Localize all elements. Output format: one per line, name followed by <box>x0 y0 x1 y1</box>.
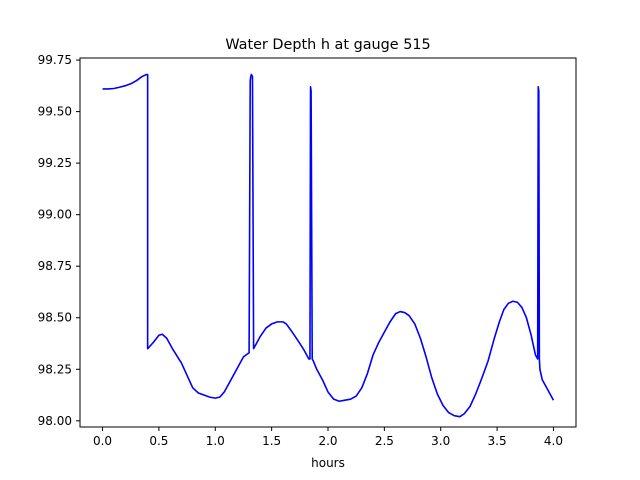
y-tick-label: 98.25 <box>38 362 72 376</box>
x-tick-label: 1.5 <box>262 434 281 448</box>
y-tick-label: 99.50 <box>38 105 72 119</box>
series-line <box>102 73 555 418</box>
x-tick-label: 4.0 <box>544 434 563 448</box>
x-tick-label: 2.5 <box>375 434 394 448</box>
series-layer <box>102 73 555 418</box>
y-tick-label: 98.50 <box>38 311 72 325</box>
x-tick-label: 3.0 <box>431 434 450 448</box>
x-axis-label: hours <box>311 456 345 470</box>
x-tick-label: 2.0 <box>318 434 337 448</box>
y-tick-label: 98.00 <box>38 414 72 428</box>
y-tick-label: 99.75 <box>38 53 72 67</box>
y-axis: 98.00 98.25 98.50 98.75 99.00 99.25 99.50 99.75 <box>38 53 80 428</box>
x-tick-label: 0.0 <box>93 434 112 448</box>
y-tick-label: 99.00 <box>38 208 72 222</box>
x-tick-label: 3.5 <box>488 434 507 448</box>
x-axis: 0.0 0.5 1.0 1.5 2.0 2.5 3.0 3.5 4.0 <box>93 427 563 448</box>
x-tick-label: 0.5 <box>149 434 168 448</box>
y-tick-label: 99.25 <box>38 156 72 170</box>
chart-title: Water Depth h at gauge 515 <box>225 37 430 53</box>
y-tick-label: 98.75 <box>38 259 72 273</box>
x-tick-label: 1.0 <box>206 434 225 448</box>
